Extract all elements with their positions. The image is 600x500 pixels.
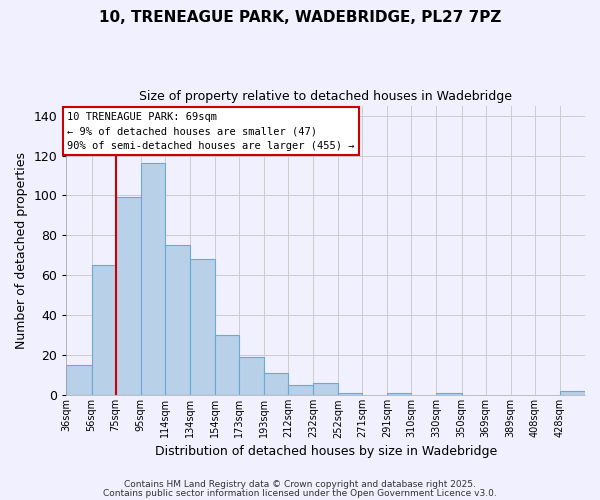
Text: 10, TRENEAGUE PARK, WADEBRIDGE, PL27 7PZ: 10, TRENEAGUE PARK, WADEBRIDGE, PL27 7PZ xyxy=(99,10,501,25)
Title: Size of property relative to detached houses in Wadebridge: Size of property relative to detached ho… xyxy=(139,90,512,103)
Text: Contains public sector information licensed under the Open Government Licence v3: Contains public sector information licen… xyxy=(103,488,497,498)
Bar xyxy=(560,392,585,396)
Bar xyxy=(92,266,116,396)
Bar xyxy=(338,394,362,396)
Text: Contains HM Land Registry data © Crown copyright and database right 2025.: Contains HM Land Registry data © Crown c… xyxy=(124,480,476,489)
Y-axis label: Number of detached properties: Number of detached properties xyxy=(15,152,28,349)
Bar xyxy=(239,358,264,396)
Bar xyxy=(190,260,215,396)
Bar xyxy=(215,336,239,396)
Bar xyxy=(141,164,164,396)
Bar xyxy=(288,386,313,396)
Bar xyxy=(264,374,288,396)
Text: 10 TRENEAGUE PARK: 69sqm
← 9% of detached houses are smaller (47)
90% of semi-de: 10 TRENEAGUE PARK: 69sqm ← 9% of detache… xyxy=(67,112,355,151)
Bar xyxy=(67,366,92,396)
Bar xyxy=(116,198,141,396)
Bar xyxy=(164,246,190,396)
Bar xyxy=(388,394,412,396)
Bar xyxy=(313,384,338,396)
X-axis label: Distribution of detached houses by size in Wadebridge: Distribution of detached houses by size … xyxy=(155,444,497,458)
Bar xyxy=(436,394,461,396)
